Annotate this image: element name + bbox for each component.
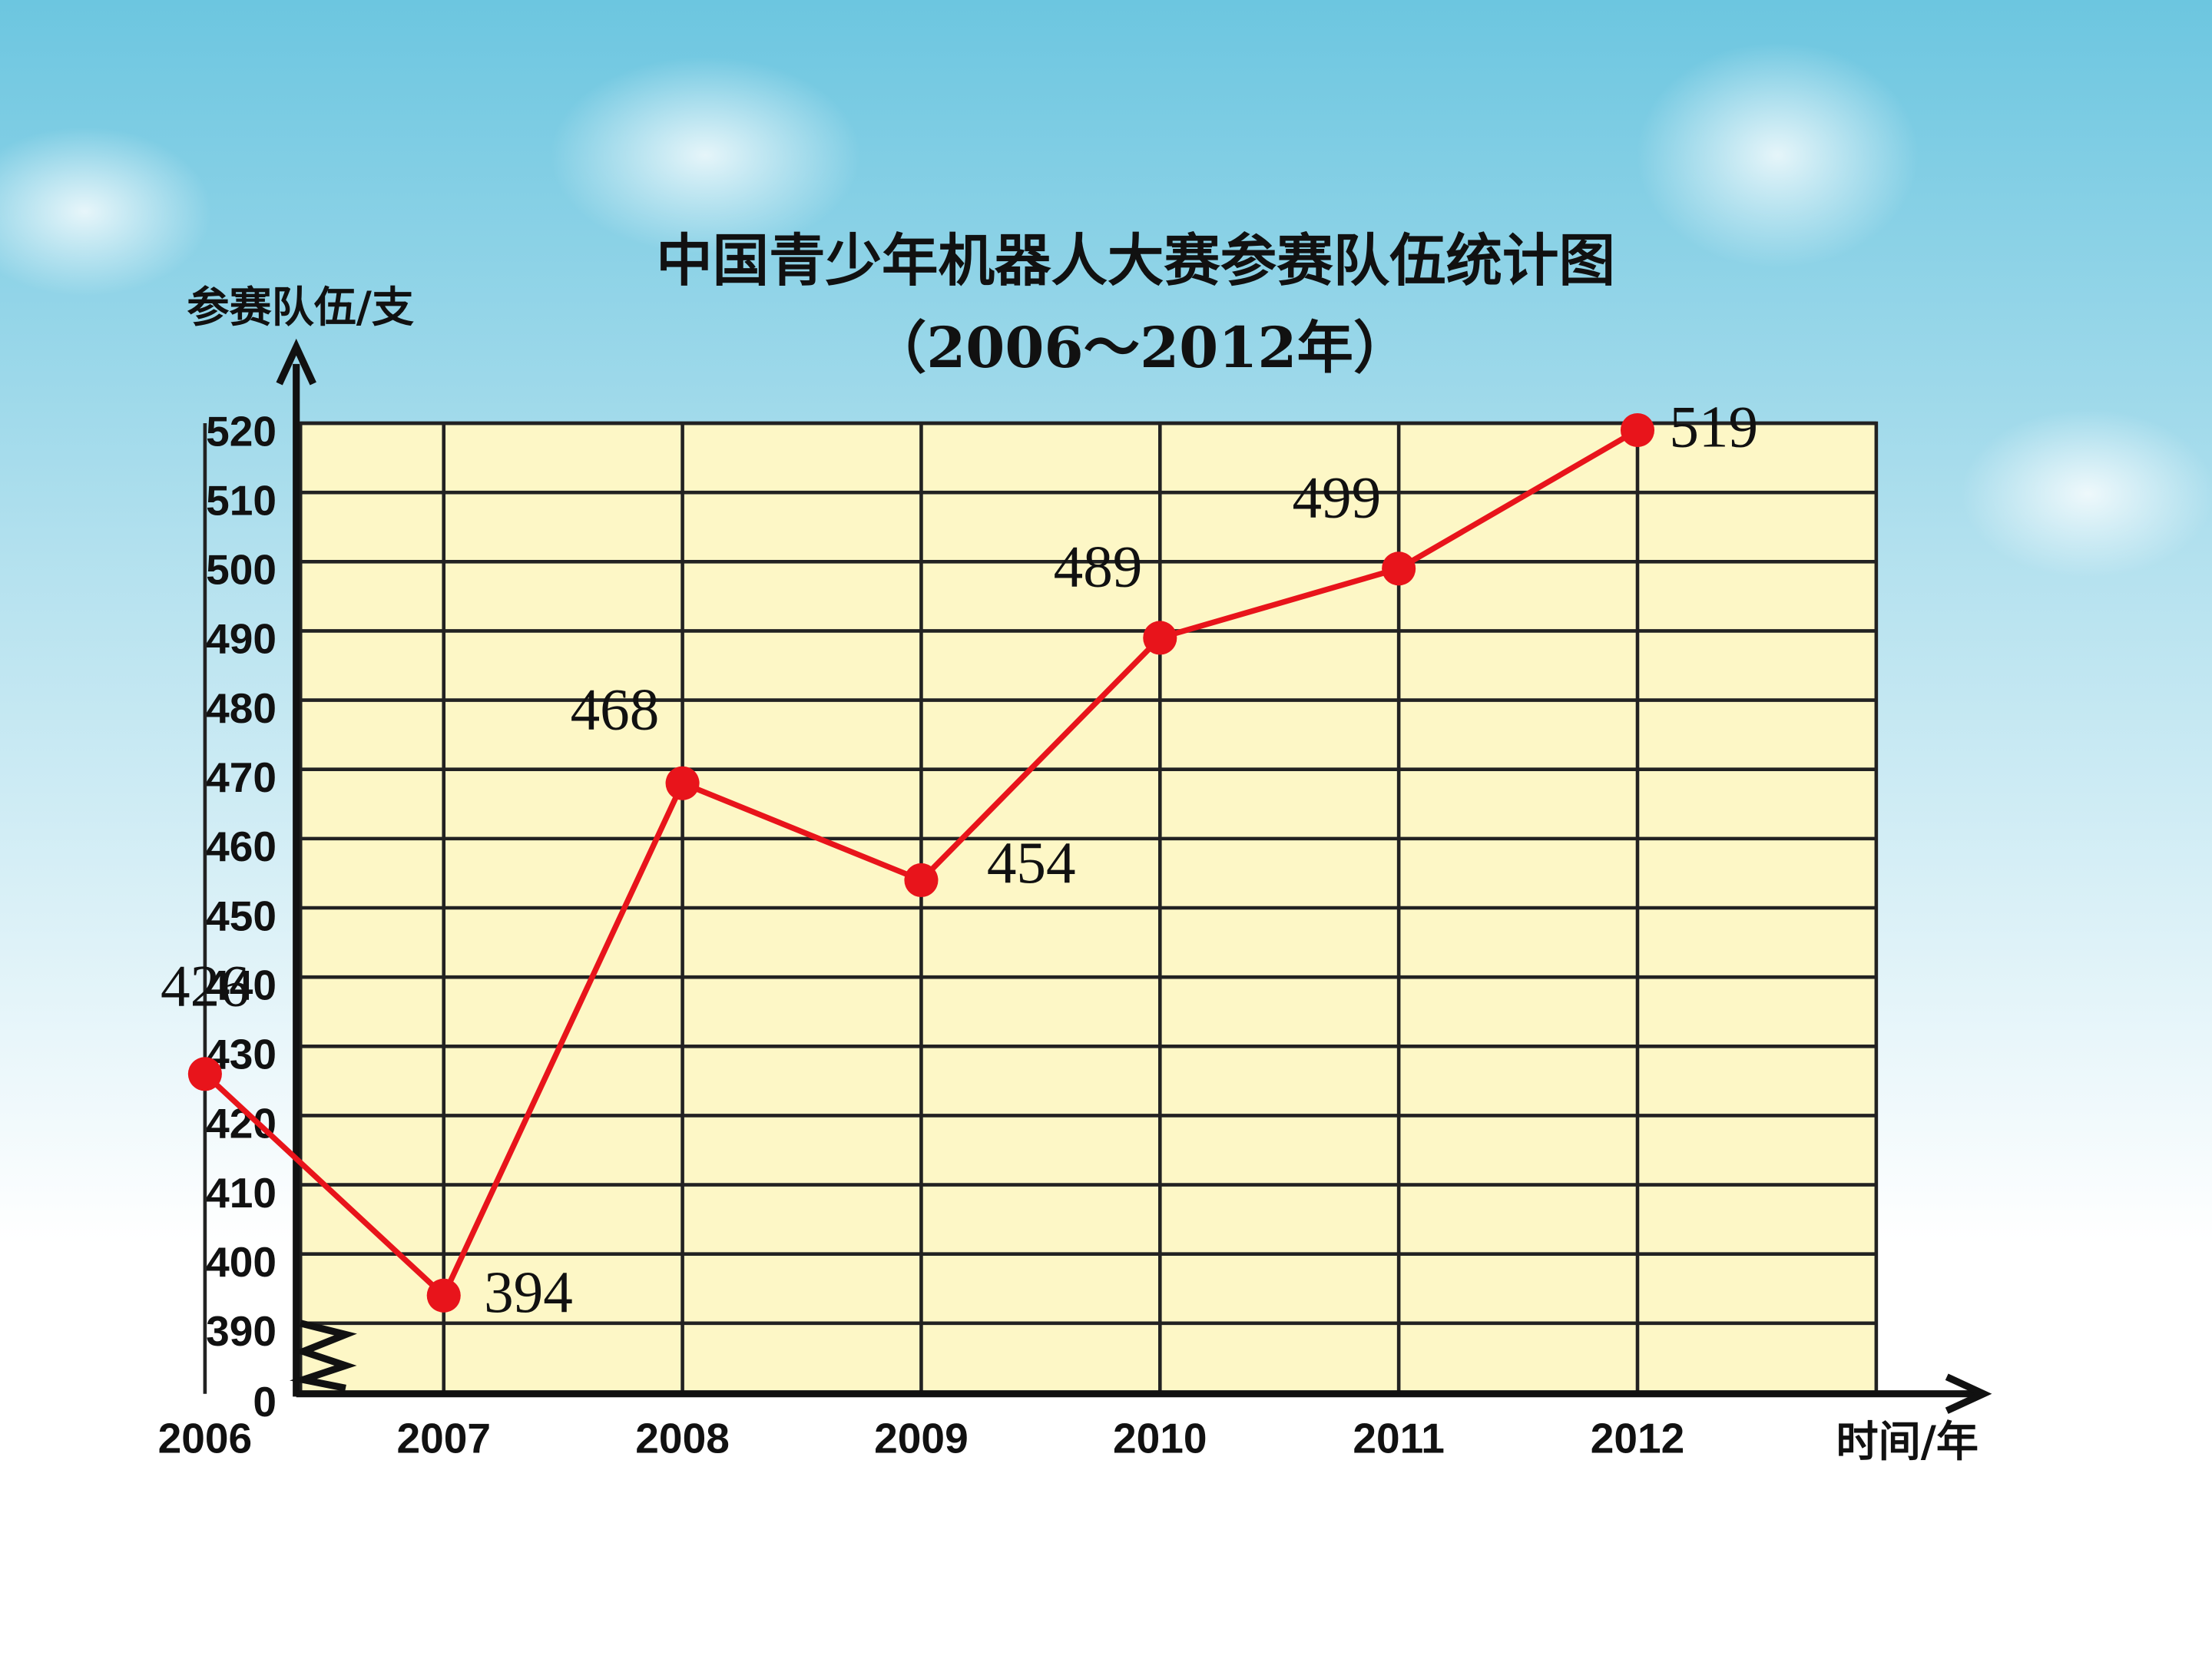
data-label: 426 xyxy=(161,953,250,1019)
x-tick-label: 2012 xyxy=(1591,1415,1685,1462)
x-tick-label: 2011 xyxy=(1353,1415,1445,1462)
x-tick-label: 2008 xyxy=(635,1415,730,1462)
data-label: 499 xyxy=(1292,465,1381,531)
y-tick-label: 480 xyxy=(206,684,276,732)
chart-subtitle: （2006～2012年） xyxy=(870,315,1410,381)
x-tick-label: 2007 xyxy=(396,1415,491,1462)
cloud xyxy=(1961,409,2212,579)
data-point xyxy=(665,766,700,800)
y-tick-label: 0 xyxy=(253,1378,276,1426)
y-tick-label: 490 xyxy=(206,615,276,663)
cloud xyxy=(550,56,861,254)
y-tick-label: 400 xyxy=(206,1238,276,1286)
data-label: 394 xyxy=(484,1259,573,1325)
y-tick-label: 470 xyxy=(206,753,276,801)
y-axis-arrow xyxy=(276,338,316,386)
data-label: 468 xyxy=(571,676,660,742)
x-tick-label: 2009 xyxy=(874,1415,969,1462)
y-tick-label: 450 xyxy=(206,892,276,939)
y-tick-label: 390 xyxy=(206,1307,276,1355)
data-label: 519 xyxy=(1669,393,1758,459)
x-tick-label: 2006 xyxy=(158,1415,253,1462)
data-point xyxy=(187,1057,222,1091)
data-label: 454 xyxy=(987,830,1076,896)
chart-title: 中国青少年机器人大赛参赛队伍统计图 xyxy=(656,227,1615,293)
cloud xyxy=(0,127,212,296)
axis-break xyxy=(290,1320,357,1392)
data-label: 489 xyxy=(1054,534,1143,600)
data-point xyxy=(1382,551,1416,586)
data-point xyxy=(426,1278,461,1313)
cloud xyxy=(1636,42,1919,268)
y-tick-label: 410 xyxy=(206,1169,276,1217)
data-point xyxy=(904,863,939,897)
x-axis-arrow xyxy=(1945,1373,1992,1414)
y-tick-label: 500 xyxy=(206,546,276,594)
y-tick-label: 510 xyxy=(206,476,276,524)
y-axis-label: 参赛队伍/支 xyxy=(187,283,414,332)
data-point xyxy=(1143,621,1177,655)
data-point xyxy=(1620,412,1655,448)
x-axis-label: 时间/年 xyxy=(1836,1417,1979,1466)
x-tick-label: 2010 xyxy=(1113,1415,1207,1462)
y-tick-label: 520 xyxy=(206,407,276,455)
y-tick-label: 460 xyxy=(206,823,276,870)
y-tick-label: 440 xyxy=(206,961,276,1008)
